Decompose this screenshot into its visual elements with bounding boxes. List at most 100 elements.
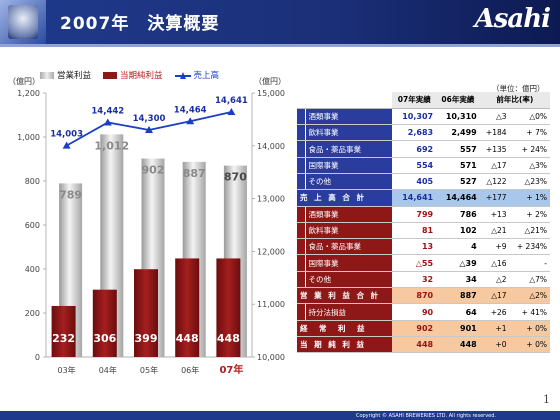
value-07: △55	[392, 254, 437, 272]
row-label: 経 常 利 益	[297, 320, 393, 337]
value-06: 4	[436, 238, 480, 256]
left-tick-label: 400	[25, 265, 40, 274]
row-side-bar	[297, 303, 305, 321]
right-tick-label: 15,000	[257, 89, 285, 98]
table-row: 経 常 利 益 902 901 +1 + 0%	[297, 320, 550, 337]
yoy-diff: +184	[479, 124, 510, 142]
value-07: 405	[392, 173, 437, 191]
sales-point	[62, 141, 71, 149]
sales-data-label: 14,464	[174, 105, 207, 115]
table-header-blank	[297, 92, 393, 109]
yoy-diff: △122	[479, 173, 510, 191]
bar-net-income	[51, 305, 76, 357]
yoy-diff: △17	[479, 287, 510, 305]
results-table: 07年実績 06年実績 前年比(率) 酒類事業 10,307 10,310 △3 △0% 飲料事…	[297, 92, 550, 354]
value-07: 32	[392, 271, 437, 289]
table-row: 飲料事業 2,683 2,499 +184 + 7%	[297, 124, 550, 142]
value-06: 571	[436, 157, 480, 174]
x-tick-label: 07年	[219, 363, 243, 376]
row-side-bar	[297, 271, 305, 289]
legend-swatch-line	[174, 71, 191, 79]
row-side-bar	[297, 222, 305, 240]
value-07: 13	[392, 238, 437, 256]
yoy-diff: +135	[479, 140, 510, 158]
value-06: 901	[436, 320, 480, 337]
value-07: 902	[392, 320, 437, 337]
value-06: 786	[436, 206, 480, 223]
yoy-rate: △7%	[509, 271, 550, 289]
value-07: 692	[392, 140, 437, 158]
left-tick-label: 600	[25, 221, 40, 230]
value-07: 799	[392, 206, 437, 223]
value-06: 14,464	[436, 189, 480, 207]
right-tick-label: 14,000	[257, 142, 285, 151]
footer-bar	[0, 411, 560, 420]
header-divider	[0, 44, 560, 47]
right-tick-label: 13,000	[257, 195, 285, 204]
yoy-rate: + 7%	[509, 124, 550, 142]
table-row: 飲料事業 81 102 △21 △21%	[297, 222, 550, 240]
yoy-diff: +13	[479, 206, 510, 223]
table-header-06: 06年実績	[436, 92, 480, 109]
row-label: 飲料事業	[304, 222, 393, 240]
row-side-bar	[297, 254, 305, 272]
yoy-rate: -	[509, 254, 550, 272]
bar-net-label: 306	[93, 332, 116, 345]
x-tick-label: 06年	[181, 365, 199, 375]
row-side-bar	[297, 108, 305, 126]
yoy-rate: △23%	[509, 173, 550, 191]
asahi-logo: Asahi	[474, 4, 551, 34]
right-tick-label: 12,000	[257, 247, 285, 256]
yoy-diff: △21	[479, 222, 510, 240]
bar-operating-label: 1,012	[94, 139, 129, 152]
value-06: 64	[436, 303, 480, 321]
value-07: 81	[392, 222, 437, 240]
row-label: 国際事業	[304, 254, 393, 272]
row-side-bar	[297, 157, 305, 174]
value-06: 527	[436, 173, 480, 191]
table-row: 国際事業 554 571 △17 △3%	[297, 157, 550, 174]
sales-point	[145, 125, 153, 133]
row-side-bar	[297, 173, 305, 191]
header-emblem	[0, 0, 46, 44]
table-row: 当 期 純 利 益 448 448 +0 + 0%	[297, 336, 550, 354]
value-06: △39	[436, 254, 480, 272]
row-label: 酒類事業	[304, 108, 393, 126]
row-label: 国際事業	[304, 157, 393, 174]
x-tick-label: 04年	[99, 365, 117, 375]
row-label: 食品・薬品事業	[304, 140, 393, 158]
yoy-rate: △3%	[509, 157, 550, 174]
row-label: 食品・薬品事業	[304, 238, 393, 256]
sales-point	[186, 117, 195, 125]
right-axis-unit: （億円）	[254, 77, 286, 86]
value-06: 448	[436, 336, 480, 354]
value-06: 34	[436, 271, 480, 289]
right-tick-label: 11,000	[257, 300, 285, 309]
yoy-diff: +0	[479, 336, 510, 354]
left-tick-label: 200	[25, 309, 40, 318]
right-tick-label: 10,000	[257, 353, 285, 362]
legend-label-sales: 売上高	[193, 71, 220, 81]
row-label: その他	[304, 271, 393, 289]
table-header-row: 07年実績 06年実績 前年比(率)	[297, 92, 550, 109]
bar-net-label: 448	[176, 332, 199, 345]
table-header-yoy: 前年比(率)	[479, 92, 550, 109]
bar-operating-label: 870	[224, 171, 247, 184]
row-label: 営 業 利 益 合 計	[297, 287, 393, 305]
row-label: 当 期 純 利 益	[297, 336, 393, 354]
table-header-07: 07年実績	[392, 92, 437, 109]
yoy-diff: +177	[479, 189, 510, 207]
value-07: 448	[392, 336, 437, 354]
row-side-bar	[297, 140, 305, 158]
yoy-diff: +1	[479, 320, 510, 337]
yoy-rate: + 1%	[509, 189, 550, 207]
value-07: 14,641	[392, 189, 437, 207]
value-06: 2,499	[436, 124, 480, 142]
yoy-diff: +26	[479, 303, 510, 321]
table-row: 売 上 高 合 計 14,641 14,464 +177 + 1%	[297, 189, 550, 207]
header-bar: 2007年 決算概要 Asahi	[0, 0, 560, 44]
row-label: 飲料事業	[304, 124, 393, 142]
row-label: 持分法損益	[304, 303, 393, 321]
value-07: 10,307	[392, 108, 437, 126]
bar-net-label: 232	[52, 332, 75, 345]
